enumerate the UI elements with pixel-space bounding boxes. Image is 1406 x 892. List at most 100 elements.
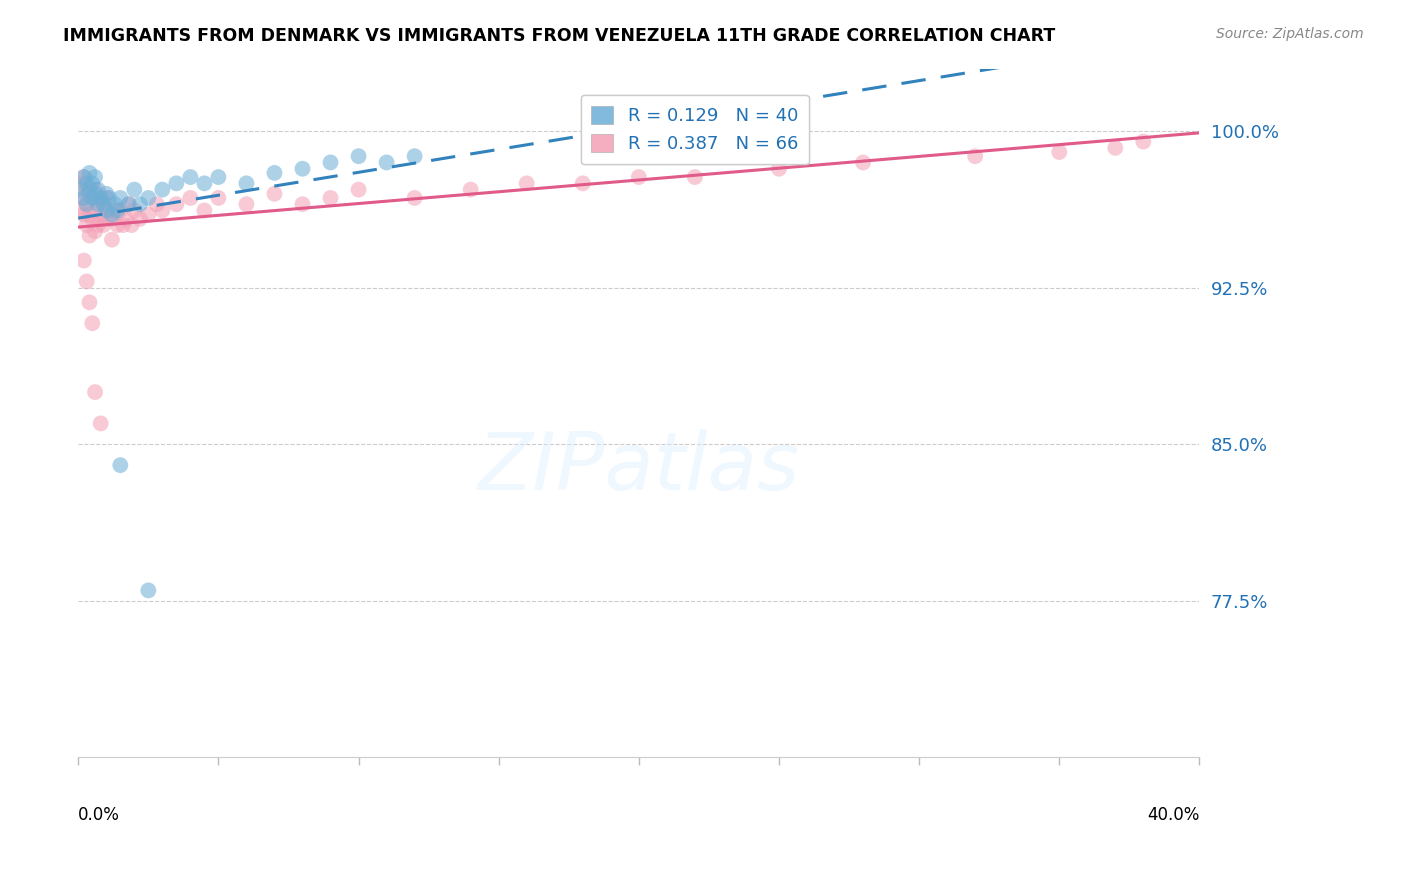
Point — [1132, 135, 1154, 149]
Point — [319, 191, 342, 205]
Point — [165, 177, 187, 191]
Point — [96, 191, 118, 205]
Point — [79, 208, 101, 222]
Point — [82, 191, 104, 205]
Point — [73, 208, 96, 222]
Point — [84, 224, 107, 238]
Point — [179, 170, 201, 185]
Point — [104, 197, 127, 211]
Point — [179, 191, 201, 205]
Point — [79, 183, 101, 197]
Point — [627, 170, 650, 185]
Point — [82, 191, 104, 205]
Legend: R = 0.129   N = 40, R = 0.387   N = 66: R = 0.129 N = 40, R = 0.387 N = 66 — [581, 95, 808, 164]
Point — [138, 191, 160, 205]
Point — [76, 197, 98, 211]
Point — [291, 161, 314, 176]
Point — [96, 186, 118, 201]
Point — [73, 170, 96, 185]
Point — [375, 155, 398, 169]
Point — [87, 183, 110, 197]
Point — [76, 177, 98, 191]
Point — [193, 177, 215, 191]
Point — [70, 203, 93, 218]
Point — [138, 583, 160, 598]
Point — [107, 218, 129, 232]
Text: 0.0%: 0.0% — [79, 805, 120, 823]
Point — [263, 186, 285, 201]
Point — [82, 316, 104, 330]
Point — [207, 170, 229, 185]
Point — [84, 186, 107, 201]
Point — [263, 166, 285, 180]
Point — [73, 191, 96, 205]
Point — [73, 191, 96, 205]
Point — [110, 458, 132, 472]
Point — [319, 155, 342, 169]
Point — [124, 203, 146, 218]
Point — [98, 191, 121, 205]
Point — [112, 218, 135, 232]
Point — [460, 183, 482, 197]
Point — [76, 275, 98, 289]
Point — [93, 197, 115, 211]
Point — [110, 191, 132, 205]
Point — [84, 203, 107, 218]
Point — [96, 203, 118, 218]
Point — [516, 177, 538, 191]
Text: ZIPatlas: ZIPatlas — [478, 429, 800, 507]
Point — [70, 183, 93, 197]
Point — [87, 197, 110, 211]
Point — [98, 203, 121, 218]
Point — [852, 155, 875, 169]
Point — [90, 211, 112, 226]
Point — [84, 385, 107, 400]
Point — [965, 149, 987, 163]
Point — [150, 183, 173, 197]
Point — [76, 218, 98, 232]
Point — [90, 417, 112, 431]
Text: Source: ZipAtlas.com: Source: ZipAtlas.com — [1216, 27, 1364, 41]
Point — [571, 177, 593, 191]
Point — [90, 191, 112, 205]
Point — [73, 253, 96, 268]
Point — [79, 295, 101, 310]
Point — [1104, 141, 1126, 155]
Point — [291, 197, 314, 211]
Point — [118, 197, 141, 211]
Point — [101, 208, 124, 222]
Point — [138, 208, 160, 222]
Point — [1047, 145, 1070, 159]
Point — [90, 191, 112, 205]
Point — [87, 197, 110, 211]
Point — [96, 211, 118, 226]
Point — [768, 161, 790, 176]
Point — [93, 218, 115, 232]
Point — [79, 186, 101, 201]
Point — [104, 203, 127, 218]
Point — [101, 233, 124, 247]
Point — [76, 197, 98, 211]
Point — [73, 170, 96, 185]
Point — [84, 183, 107, 197]
Point — [347, 149, 370, 163]
Point — [82, 211, 104, 226]
Point — [118, 197, 141, 211]
Point — [70, 177, 93, 191]
Point — [404, 149, 426, 163]
Point — [207, 191, 229, 205]
Point — [193, 203, 215, 218]
Point — [129, 197, 152, 211]
Point — [76, 183, 98, 197]
Point — [121, 218, 143, 232]
Text: IMMIGRANTS FROM DENMARK VS IMMIGRANTS FROM VENEZUELA 11TH GRADE CORRELATION CHAR: IMMIGRANTS FROM DENMARK VS IMMIGRANTS FR… — [63, 27, 1056, 45]
Point — [110, 203, 132, 218]
Point — [235, 197, 257, 211]
Point — [145, 197, 167, 211]
Point — [150, 203, 173, 218]
Point — [107, 203, 129, 218]
Point — [115, 211, 138, 226]
Point — [683, 170, 706, 185]
Point — [82, 177, 104, 191]
Point — [404, 191, 426, 205]
